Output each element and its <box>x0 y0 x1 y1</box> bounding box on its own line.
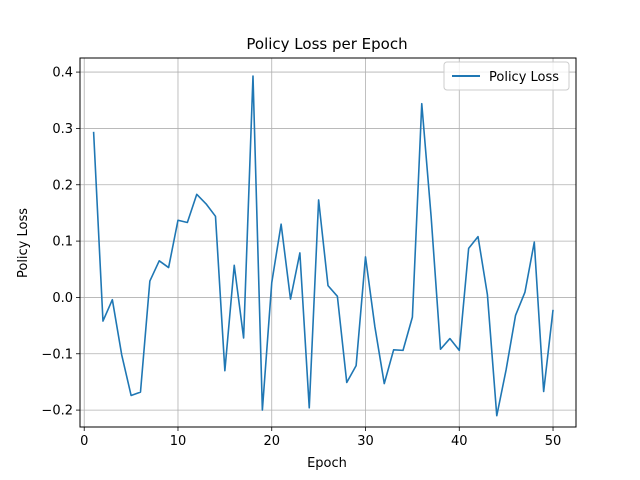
y-tick-label: 0.3 <box>52 122 73 137</box>
grid-lines <box>80 58 576 427</box>
y-axis-ticks: −0.2 −0.1 0.0 0.1 0.2 0.3 0.4 <box>41 66 80 419</box>
legend-box <box>443 61 570 91</box>
x-tick-label: 30 <box>357 434 374 449</box>
y-tick-label: −0.2 <box>41 404 73 419</box>
y-tick-label: 0.4 <box>52 66 73 81</box>
y-tick-label: −0.1 <box>41 347 73 362</box>
legend: Policy Loss <box>443 61 570 91</box>
series-line-policy-loss <box>92 75 554 417</box>
legend-label: Policy Loss <box>489 70 559 85</box>
x-tick-label: 0 <box>80 434 88 449</box>
y-tick-label: 0.1 <box>52 235 73 250</box>
y-tick-label: 0.0 <box>52 291 73 306</box>
x-tick-label: 50 <box>545 434 562 449</box>
x-tick-label: 20 <box>263 434 280 449</box>
x-axis-label: Epoch <box>307 456 347 471</box>
x-tick-label: 40 <box>451 434 468 449</box>
axes-frame <box>79 57 577 428</box>
x-axis-ticks: 0 10 20 30 40 50 <box>80 427 561 449</box>
plot-series <box>92 75 554 417</box>
y-axis-label: Policy Loss <box>16 208 31 278</box>
chart-title: Policy Loss per Epoch <box>246 35 407 53</box>
y-tick-label: 0.2 <box>52 178 73 193</box>
x-tick-label: 10 <box>170 434 187 449</box>
